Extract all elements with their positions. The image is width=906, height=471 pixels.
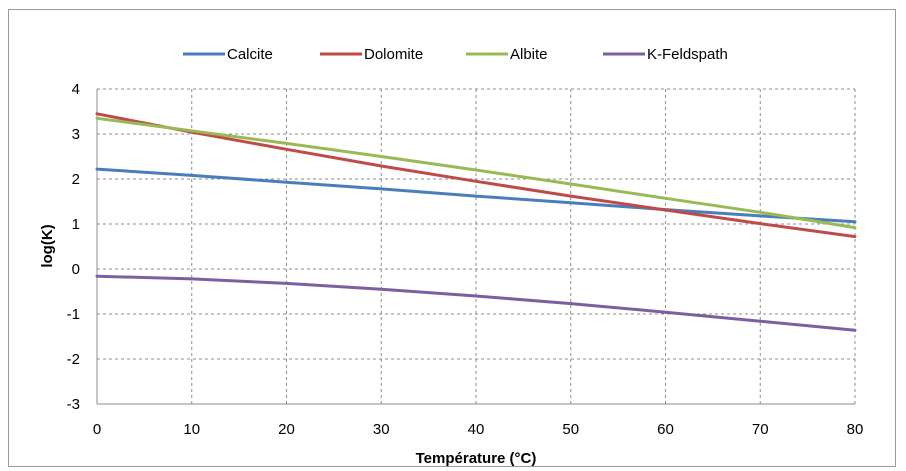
x-tick-labels: 0 10 20 30 40 50 60 70 80 xyxy=(93,421,864,438)
y-tick-label: 1 xyxy=(72,216,80,233)
legend: Calcite Dolomite Albite K-Feldspath xyxy=(183,46,728,63)
y-tick-label: -3 xyxy=(67,396,80,413)
y-tick-label: 0 xyxy=(72,261,80,278)
legend-label-calcite: Calcite xyxy=(227,46,273,63)
x-tick-label: 70 xyxy=(752,421,769,438)
series-line-albite xyxy=(95,116,857,230)
series-lines xyxy=(95,112,857,332)
x-axis-title: Température (°C) xyxy=(416,450,537,467)
series-line-dolomite xyxy=(95,112,857,239)
chart-frame xyxy=(8,9,896,467)
y-tick-label: 2 xyxy=(72,171,80,188)
x-tick-label: 50 xyxy=(562,421,579,438)
y-tick-label: -2 xyxy=(67,351,80,368)
legend-label-albite: Albite xyxy=(510,46,548,63)
x-tick-label: 60 xyxy=(657,421,674,438)
x-tick-label: 40 xyxy=(468,421,485,438)
x-tick-label: 30 xyxy=(373,421,390,438)
y-tick-labels: -3 -2 -1 0 1 2 3 4 xyxy=(67,81,80,413)
x-tick-label: 0 xyxy=(93,421,101,438)
legend-label-k-feldspath: K-Feldspath xyxy=(647,46,728,63)
y-tick-label: 4 xyxy=(72,81,80,98)
series-line-k-feldspath xyxy=(95,274,857,332)
y-tick-label: 3 xyxy=(72,126,80,143)
x-tick-label: 80 xyxy=(847,421,864,438)
legend-label-dolomite: Dolomite xyxy=(364,46,423,63)
x-tick-label: 10 xyxy=(183,421,200,438)
y-tick-label: -1 xyxy=(67,306,80,323)
x-tick-label: 20 xyxy=(278,421,295,438)
series-line-calcite xyxy=(95,167,857,224)
y-axis-title: log(K) xyxy=(39,224,56,267)
